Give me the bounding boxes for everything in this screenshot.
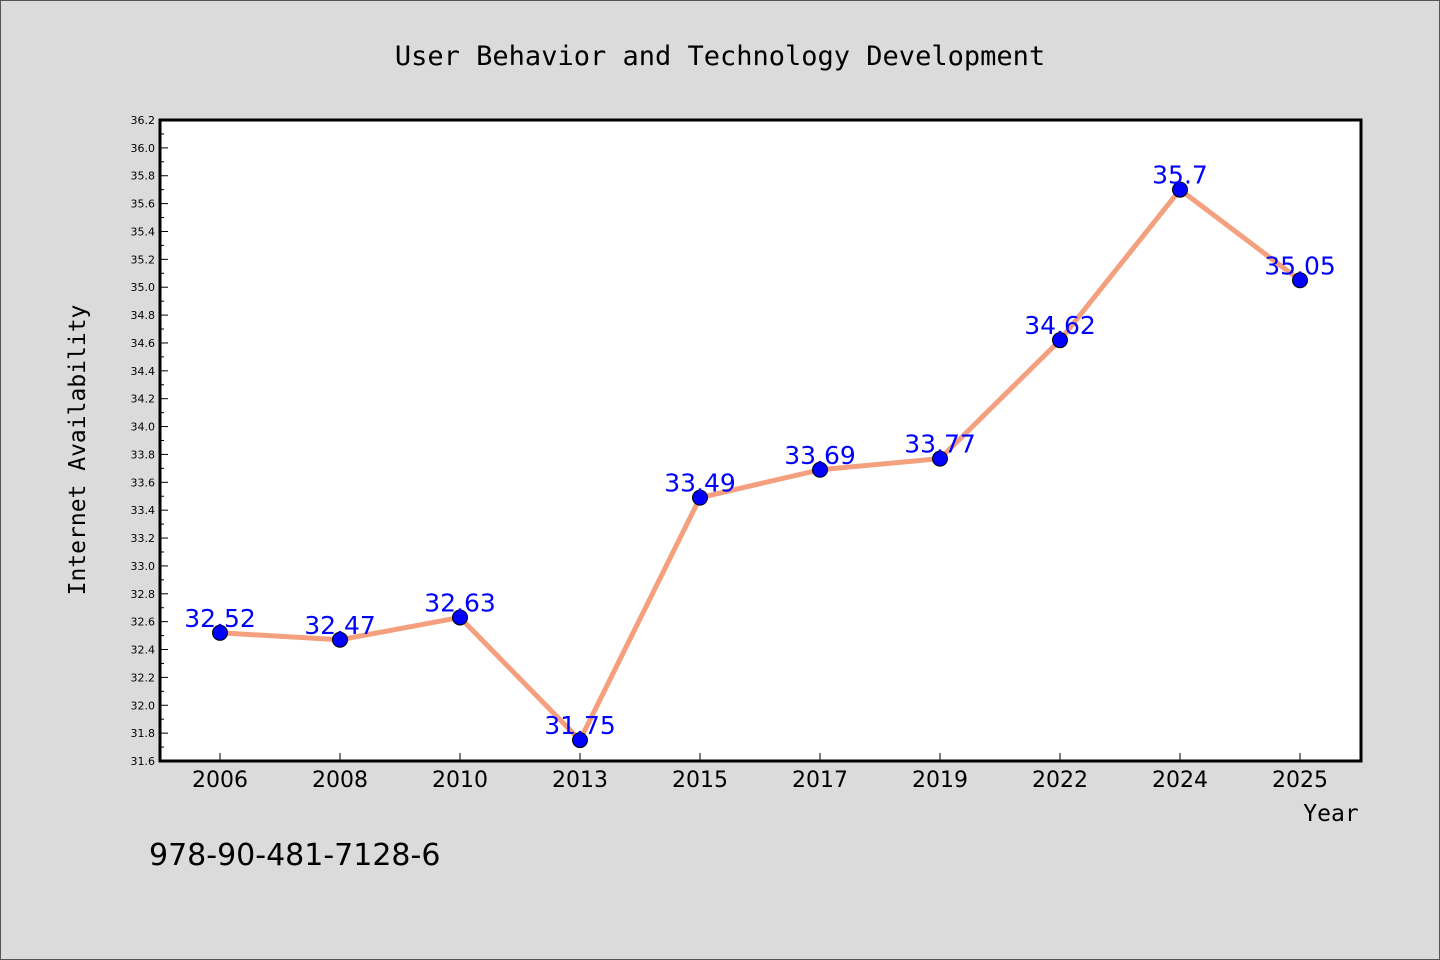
x-tick-label: 2025 xyxy=(1272,768,1328,793)
data-label: 31.75 xyxy=(544,711,616,740)
x-tick-label: 2024 xyxy=(1152,768,1208,793)
x-tick-label: 2015 xyxy=(672,768,728,793)
y-axis: 31.6 31.8 32.0 32.2 32.4 32.6 32.8 33.0 33.2 33.4… xyxy=(131,114,168,768)
data-label: 32.63 xyxy=(424,588,496,617)
data-point xyxy=(452,609,468,626)
data-label: 32.47 xyxy=(304,611,376,640)
y-axis-title: Internet Availability xyxy=(65,305,91,596)
data-markers xyxy=(212,181,1308,749)
y-tick-label: 32.6 xyxy=(131,616,156,629)
data-label: 33.77 xyxy=(904,430,976,459)
y-tick-label: 34.2 xyxy=(131,393,156,406)
data-point xyxy=(1292,272,1308,289)
y-tick-label: 33.0 xyxy=(131,560,156,573)
data-point xyxy=(1172,181,1188,198)
data-point xyxy=(812,461,828,478)
x-tick-label: 2019 xyxy=(912,768,968,793)
y-tick-label: 32.0 xyxy=(131,699,156,712)
y-tick-label: 33.8 xyxy=(131,448,156,461)
x-tick-label: 2013 xyxy=(552,768,608,793)
data-label: 35.05 xyxy=(1264,251,1336,280)
x-tick-label: 2006 xyxy=(192,768,248,793)
x-axis-title: Year xyxy=(1303,801,1358,827)
x-tick-label: 2022 xyxy=(1032,768,1088,793)
x-tick-label: 2017 xyxy=(792,768,848,793)
y-tick-label: 32.8 xyxy=(131,588,156,601)
series-line xyxy=(217,187,1303,743)
data-label: 33.49 xyxy=(664,469,736,498)
y-tick-label: 33.6 xyxy=(131,476,156,489)
y-tick-label: 34.0 xyxy=(131,421,156,434)
data-point xyxy=(692,489,708,506)
data-point xyxy=(932,450,948,467)
plot-frame xyxy=(158,118,1363,763)
y-tick-label: 32.2 xyxy=(131,671,156,684)
y-tick-label: 33.2 xyxy=(131,532,156,545)
y-tick-label: 35.6 xyxy=(131,198,156,211)
y-tick-label: 33.4 xyxy=(131,504,156,517)
data-label: 32.52 xyxy=(184,604,256,633)
y-tick-label: 35.2 xyxy=(131,253,156,266)
y-tick-label: 31.6 xyxy=(131,755,156,768)
y-tick-label: 34.4 xyxy=(131,365,156,378)
data-point xyxy=(332,631,348,648)
y-tick-label: 36.2 xyxy=(131,114,156,127)
data-label: 35.7 xyxy=(1152,161,1208,190)
x-tick-label: 2010 xyxy=(432,768,488,793)
y-tick-label: 32.4 xyxy=(131,644,156,657)
plot-area xyxy=(160,120,1361,761)
data-label: 33.69 xyxy=(784,441,856,470)
y-tick-label: 35.4 xyxy=(131,225,156,238)
y-tick-label: 31.8 xyxy=(131,727,156,740)
y-tick-label: 35.0 xyxy=(131,281,156,294)
x-axis: 2006 2008 2010 2013 2015 2017 2019 2022 2024 2025 xyxy=(192,753,1328,793)
data-labels: 32.52 32.47 32.63 31.75 33.49 33.69 33.77 34.62… xyxy=(184,161,1336,740)
chart-title: User Behavior and Technology Development xyxy=(395,41,1045,72)
y-tick-label: 34.6 xyxy=(131,337,156,350)
data-point xyxy=(572,732,588,749)
y-tick-label: 35.8 xyxy=(131,170,156,183)
y-tick-label: 36.0 xyxy=(131,142,156,155)
isbn-annotation: 978-90-481-7128-6 xyxy=(149,838,440,873)
data-label: 34.62 xyxy=(1024,311,1096,340)
y-tick-label: 34.8 xyxy=(131,309,156,322)
data-point xyxy=(1052,332,1068,349)
data-point xyxy=(212,624,228,641)
x-tick-label: 2008 xyxy=(312,768,368,793)
